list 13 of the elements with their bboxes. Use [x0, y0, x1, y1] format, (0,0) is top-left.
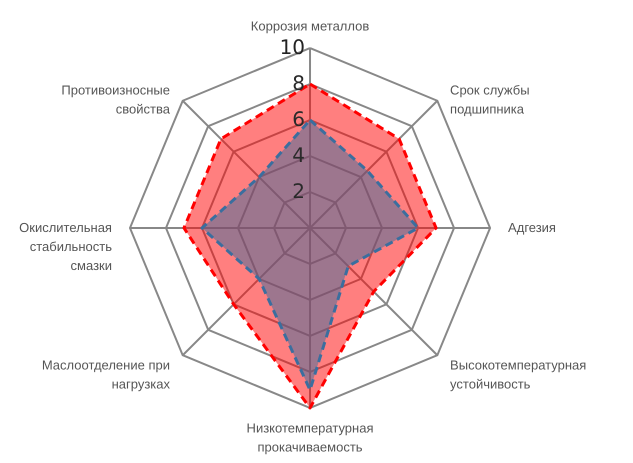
y-tick-label: 6 [292, 107, 306, 132]
y-tick-label: 2 [292, 179, 306, 203]
spoke-label: Высокотемпературная устойчивость [450, 357, 586, 392]
spoke-label: Срок службы подшипника [450, 82, 530, 117]
spoke-label: Адгезия [508, 220, 556, 235]
spoke-label: Окислительная стабильность смазки [19, 220, 112, 273]
y-tick-label: 10 [280, 35, 306, 60]
y-tick-label: 8 [292, 71, 306, 96]
spoke-label: Противоизносные свойства [61, 82, 171, 117]
spoke-label: Коррозия металлов [250, 18, 370, 34]
spoke-label: Маслоотделение при нагрузках [42, 357, 170, 392]
y-tick-label: 4 [292, 143, 306, 168]
spoke-label: Низкотемпературная прокачиваемость [246, 420, 374, 454]
